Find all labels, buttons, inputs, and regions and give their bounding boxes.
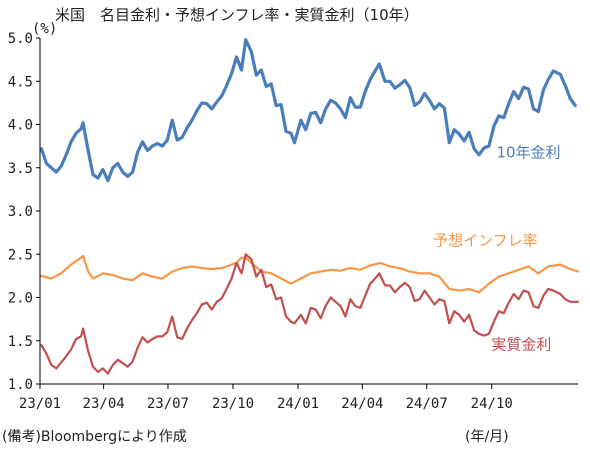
source-note: (備考)Bloombergにより作成 bbox=[2, 429, 187, 445]
series-label-1: 予想インフレ率 bbox=[433, 232, 538, 250]
y-tick-label: 2.0 bbox=[8, 291, 33, 307]
series-label-0: 10年金利 bbox=[496, 143, 560, 161]
x-tick-label: 23/04 bbox=[83, 396, 125, 412]
x-tick-label: 24/01 bbox=[277, 396, 319, 412]
series-line-2 bbox=[40, 253, 580, 375]
x-axis-ticks: 23/01 23/04 23/07 23/10 24/01 24/04 24/07 24/10 bbox=[19, 384, 513, 412]
y-axis-ticks: 5.0 4.5 4.0 3.5 3.0 2.5 2.0 1.5 1.0 bbox=[8, 31, 40, 393]
y-tick-label: 3.0 bbox=[8, 204, 33, 220]
chart-title: 米国 名目金利・予想インフレ率・実質金利（10年） bbox=[55, 6, 419, 24]
x-tick-label: 23/01 bbox=[19, 396, 61, 412]
series-line-0 bbox=[39, 38, 577, 183]
y-tick-label: 3.5 bbox=[8, 161, 33, 177]
y-tick-label: 1.5 bbox=[8, 334, 33, 350]
x-unit-label: (年/月) bbox=[465, 429, 509, 445]
y-tick-label: 5.0 bbox=[8, 31, 33, 47]
series-layer bbox=[39, 38, 580, 375]
x-tick-label: 23/10 bbox=[212, 396, 254, 412]
y-tick-label: 4.5 bbox=[8, 74, 33, 90]
x-tick-label: 24/04 bbox=[341, 396, 383, 412]
series-label-2: 実質金利 bbox=[491, 335, 551, 353]
series-line-1 bbox=[40, 254, 580, 294]
y-tick-label: 4.0 bbox=[8, 118, 33, 134]
x-tick-label: 24/10 bbox=[471, 396, 513, 412]
x-tick-label: 23/07 bbox=[147, 396, 189, 412]
y-tick-label: 1.0 bbox=[8, 377, 33, 393]
x-tick-label: 24/07 bbox=[406, 396, 448, 412]
y-unit-label: (%) bbox=[32, 21, 57, 37]
y-tick-label: 2.5 bbox=[8, 247, 33, 263]
